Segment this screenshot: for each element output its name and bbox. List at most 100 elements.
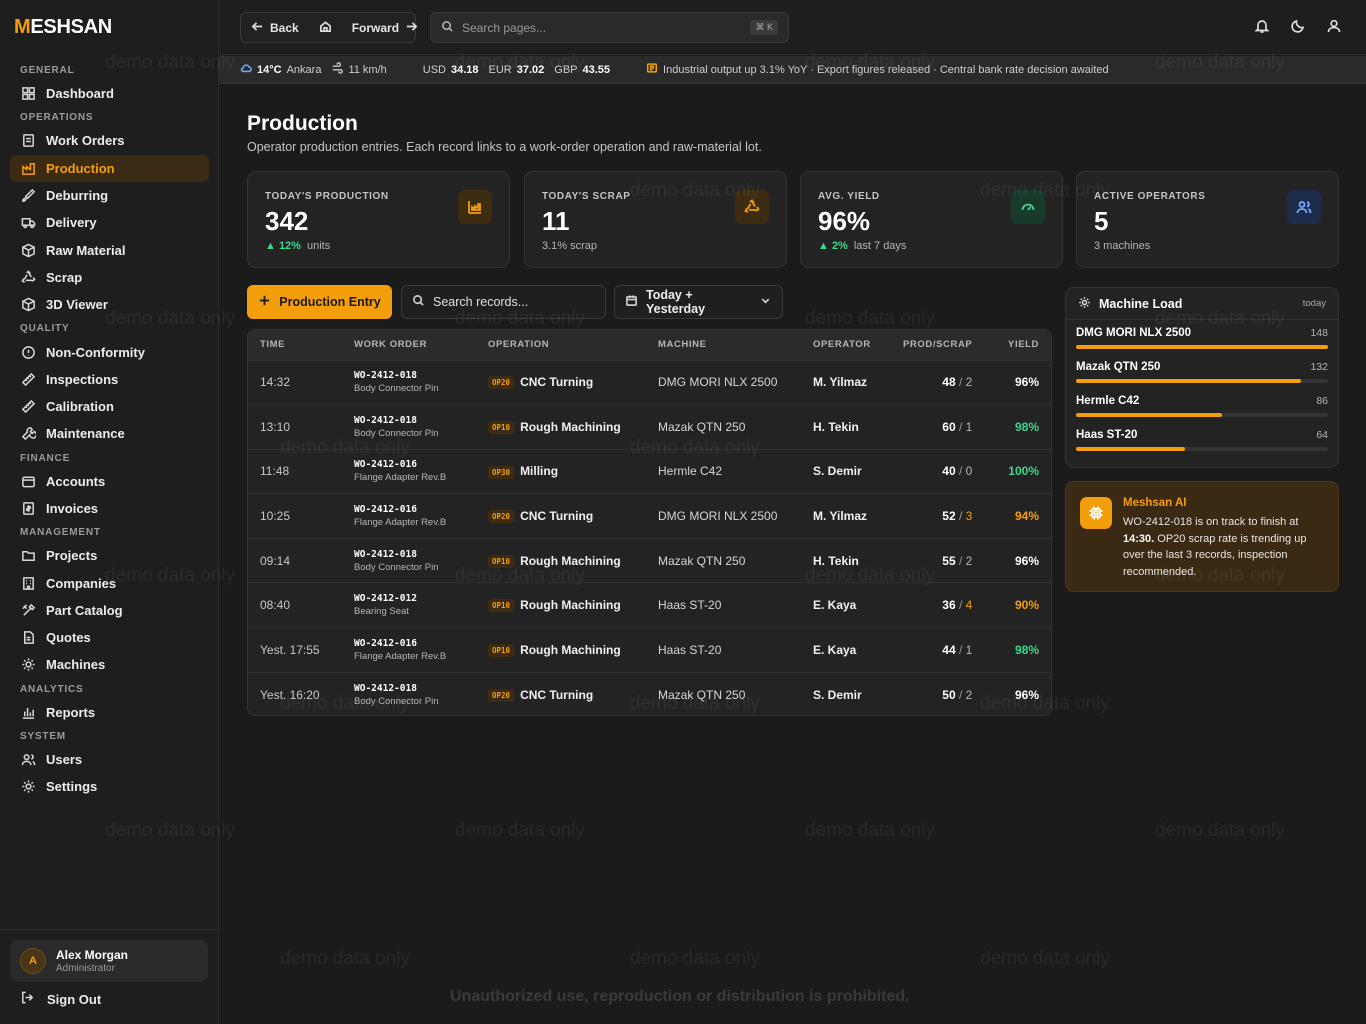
stat-card-production: TODAY'S PRODUCTION 342 ▲ 12% units — [247, 171, 510, 268]
back-button[interactable]: Back — [241, 13, 309, 42]
date-range-select[interactable]: Today + Yesterday — [614, 285, 783, 319]
cell-work-order[interactable]: WO-2412-016 Flange Adapter Rev.B — [354, 459, 447, 484]
cell-work-order[interactable]: WO-2412-018 Body Connector Pin — [354, 548, 439, 573]
sidebar-item-reports[interactable]: Reports — [10, 699, 209, 726]
add-production-entry-button[interactable]: Production Entry — [247, 285, 392, 319]
table-row[interactable]: 09:14 WO-2412-018 Body Connector Pin OP10 Ro… — [248, 538, 1051, 583]
cell-work-order[interactable]: WO-2412-012 Bearing Seat — [354, 593, 417, 618]
ai-message: WO-2412-018 is on track to finish at 14:… — [1123, 516, 1307, 578]
user-card[interactable]: A Alex Morgan Administrator — [10, 940, 208, 982]
home-button[interactable] — [309, 13, 342, 42]
cell-operator: H. Tekin — [813, 419, 859, 434]
sidebar-item-maintenance[interactable]: Maintenance — [10, 420, 209, 447]
sidebar-item-companies[interactable]: Companies — [10, 569, 209, 596]
col-prod-scrap[interactable]: PROD/SCRAP — [903, 339, 973, 351]
cell-work-order[interactable]: WO-2412-018 Body Connector Pin — [354, 682, 439, 707]
gear-icon — [1078, 296, 1091, 312]
table-row[interactable]: 08:40 WO-2412-012 Bearing Seat OP10 Rough Ma… — [248, 582, 1051, 628]
cell-work-order[interactable]: WO-2412-018 Body Connector Pin — [354, 370, 439, 395]
machine-load-row: Haas ST-20 64 — [1066, 422, 1338, 456]
wallet-icon — [20, 473, 36, 489]
search-icon — [441, 20, 454, 36]
cell-prod-scrap: 48 / 2 — [942, 375, 973, 390]
sidebar-item-users[interactable]: Users — [10, 746, 209, 773]
page-subtitle: Operator production entries. Each record… — [247, 140, 762, 154]
sidebar-divider — [0, 929, 219, 930]
sidebar-item-deburring[interactable]: Deburring — [10, 182, 209, 209]
col-machine[interactable]: MACHINE — [658, 339, 707, 351]
cell-work-order[interactable]: WO-2412-016 Flange Adapter Rev.B — [354, 637, 447, 662]
sidebar-item-raw-material[interactable]: Raw Material — [10, 236, 209, 263]
col-operator[interactable]: OPERATOR — [813, 339, 871, 351]
user-icon[interactable] — [1326, 18, 1342, 37]
section-finance: FINANCE — [20, 452, 71, 464]
load-bar-fill — [1076, 345, 1328, 349]
record-search-input[interactable] — [433, 295, 593, 309]
op-badge: OP10 — [488, 599, 515, 613]
sidebar-item-scrap[interactable]: Scrap — [10, 264, 209, 291]
sidebar-item-part-catalog[interactable]: Part Catalog — [10, 597, 209, 624]
sidebar-item-quotes[interactable]: Quotes — [10, 624, 209, 651]
cell-time: 09:14 — [260, 553, 291, 568]
settings-icon — [20, 779, 36, 795]
page-search[interactable]: ⌘ K — [430, 12, 789, 43]
cell-work-order[interactable]: WO-2412-016 Flange Adapter Rev.B — [354, 504, 447, 529]
section-system: SYSTEM — [20, 730, 66, 742]
wind-icon — [331, 62, 344, 77]
sidebar-item-machines[interactable]: Machines — [10, 651, 209, 678]
info-ticker: 14°C Ankara 11 km/h USD 34.18 EUR 37.02 GBP… — [219, 56, 1366, 84]
gauge-icon — [1011, 190, 1045, 224]
bell-icon[interactable] — [1254, 18, 1270, 37]
cell-time: 11:48 — [260, 464, 290, 479]
grid-icon — [20, 86, 36, 102]
section-general: GENERAL — [20, 65, 75, 76]
col-work-order[interactable]: WORK ORDER — [354, 339, 428, 351]
sidebar-item-invoices[interactable]: Invoices — [10, 495, 209, 522]
col-time[interactable]: TIME — [260, 339, 286, 351]
machine-load-period: today — [1302, 298, 1326, 309]
machine-name: Haas ST-20 — [1076, 429, 1138, 441]
table-row[interactable]: 13:10 WO-2412-018 Body Connector Pin OP10 Ro… — [248, 404, 1051, 450]
op-badge: OP20 — [488, 688, 515, 702]
col-yield[interactable]: YIELD — [1008, 339, 1039, 351]
sidebar-item-work-orders[interactable]: Work Orders — [10, 127, 209, 154]
sidebar-item-dashboard[interactable]: Dashboard — [10, 80, 209, 107]
table-row[interactable]: 14:32 WO-2412-018 Body Connector Pin OP20 CN… — [248, 360, 1051, 405]
sidebar-item-calibration[interactable]: Calibration — [10, 393, 209, 420]
arrow-right-icon — [405, 20, 418, 36]
machine-load-list: DMG MORI NLX 2500 148 Mazak QTN 250 132 Herm… — [1066, 320, 1338, 456]
sidebar-item-delivery[interactable]: Delivery — [10, 209, 209, 236]
sidebar-item-accounts[interactable]: Accounts — [10, 468, 209, 495]
cell-machine: DMG MORI NLX 2500 — [658, 375, 778, 390]
cell-machine: Mazak QTN 250 — [658, 553, 746, 568]
avatar: A — [20, 948, 46, 974]
sidebar-item-inspections[interactable]: Inspections — [10, 366, 209, 393]
sidebar-item-3d-viewer[interactable]: 3D Viewer — [10, 291, 209, 318]
sidebar-item-settings[interactable]: Settings — [10, 773, 209, 800]
page-search-input[interactable] — [462, 20, 743, 35]
sidebar-item-projects[interactable]: Projects — [10, 542, 209, 569]
table-row[interactable]: Yest. 17:55 WO-2412-016 Flange Adapter Rev… — [248, 627, 1051, 673]
table-row[interactable]: 10:25 WO-2412-016 Flange Adapter Rev.B OP20… — [248, 493, 1051, 539]
logo[interactable]: MESHSAN — [14, 16, 112, 38]
brush-icon — [20, 188, 36, 204]
bar-chart-icon — [20, 704, 36, 720]
table-row[interactable]: 11:48 WO-2412-016 Flange Adapter Rev.B OP30… — [248, 449, 1051, 494]
sign-out-button[interactable]: Sign Out — [20, 990, 101, 1008]
sidebar-item-production[interactable]: Production — [10, 154, 209, 182]
col-operation[interactable]: OPERATION — [488, 339, 550, 351]
page-title: Production — [247, 112, 358, 135]
users-icon — [1287, 190, 1321, 224]
cell-yield: 90% — [1014, 598, 1039, 613]
record-search[interactable] — [401, 285, 606, 319]
cell-machine: Haas ST-20 — [658, 598, 722, 613]
recycle-icon — [20, 269, 36, 285]
cell-yield: 96% — [1014, 553, 1039, 568]
forward-button[interactable]: Forward — [342, 13, 428, 42]
moon-icon[interactable] — [1290, 18, 1306, 37]
sidebar-item-non-conformity[interactable]: Non-Conformity — [10, 338, 209, 365]
gear-icon — [20, 657, 36, 673]
cell-work-order[interactable]: WO-2412-018 Body Connector Pin — [354, 414, 439, 439]
table-row[interactable]: Yest. 16:20 WO-2412-018 Body Connector Pin… — [248, 672, 1051, 715]
machine-load-row: Hermle C42 86 — [1066, 388, 1338, 422]
